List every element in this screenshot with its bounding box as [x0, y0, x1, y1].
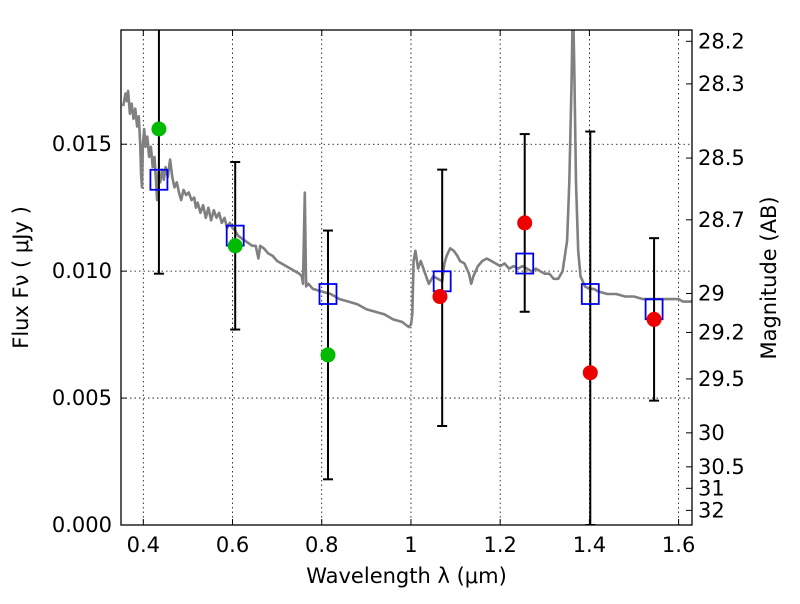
x-tick-label: 0.6 [216, 533, 249, 557]
y-axis-right-label: Magnitude (AB) [757, 196, 781, 359]
plot-layer [121, 30, 692, 525]
data-circle-marker [432, 289, 448, 305]
spectrum-line [121, 30, 692, 329]
mag-tick-label: 28.5 [698, 146, 745, 170]
x-tick-label: 1.6 [662, 533, 695, 557]
x-tick-label: 0.4 [127, 533, 160, 557]
y-axis-label: Flux Fν ( μJy ) [9, 206, 33, 349]
x-tick-label: 0.8 [305, 533, 338, 557]
mag-tick-label: 29.2 [698, 320, 745, 344]
mag-tick-label: 28.3 [698, 72, 745, 96]
mag-tick-label: 28.2 [698, 29, 745, 53]
x-tick-label: 1.2 [483, 533, 516, 557]
y-tick-label: 0.000 [52, 513, 112, 537]
data-circle-marker [227, 238, 243, 254]
mag-tick-label: 29 [698, 281, 725, 305]
model-square-marker [318, 283, 338, 305]
grid-layer [121, 30, 692, 526]
data-circle-marker [151, 121, 167, 137]
model-square-marker [149, 168, 169, 191]
x-axis-label: Wavelength λ (μm) [306, 564, 507, 588]
data-circle-marker [582, 365, 598, 381]
data-circle-marker [320, 347, 336, 363]
model-square-marker [515, 252, 535, 275]
data-circle-marker [517, 215, 533, 231]
x-tick-label: 1 [404, 533, 417, 557]
mag-tick-label: 30 [698, 421, 725, 445]
mag-tick-label: 31 [698, 476, 725, 500]
y-tick-label: 0.015 [52, 132, 112, 156]
mag-tick-label: 29.5 [698, 367, 745, 391]
mag-tick-label: 28.7 [698, 208, 745, 232]
y-tick-label: 0.005 [52, 386, 112, 410]
mag-tick-label: 30.5 [698, 455, 745, 479]
tick-layer: 0.4 0.6 0.8 1 1.2 1.4 1.6 0.000 0.005 0.010 0.015 2… [52, 29, 745, 557]
plot-frame [120, 29, 693, 526]
mag-tick-label: 32 [698, 498, 725, 522]
data-circle-marker [646, 311, 662, 327]
x-tick-label: 1.4 [573, 533, 606, 557]
model-square-marker [580, 283, 600, 305]
y-tick-label: 0.010 [52, 259, 112, 283]
